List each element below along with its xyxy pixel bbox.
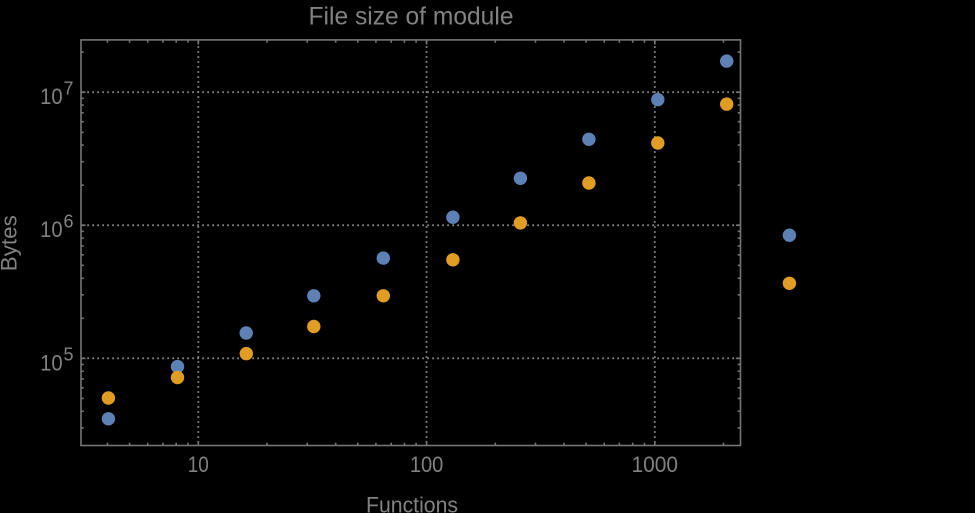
svg-text:10: 10 <box>40 217 63 242</box>
svg-text:6: 6 <box>64 211 74 232</box>
svg-text:5: 5 <box>64 344 74 365</box>
svg-text:10: 10 <box>40 350 63 375</box>
svg-text:File size of module: File size of module <box>309 3 514 31</box>
svg-text:7: 7 <box>64 78 74 99</box>
svg-text:1000: 1000 <box>632 452 679 477</box>
svg-text:100: 100 <box>410 452 444 477</box>
svg-text:Bytes: Bytes <box>0 215 22 271</box>
svg-text:10: 10 <box>40 84 63 109</box>
svg-text:Functions: Functions <box>366 492 458 513</box>
svg-text:10: 10 <box>188 452 209 477</box>
